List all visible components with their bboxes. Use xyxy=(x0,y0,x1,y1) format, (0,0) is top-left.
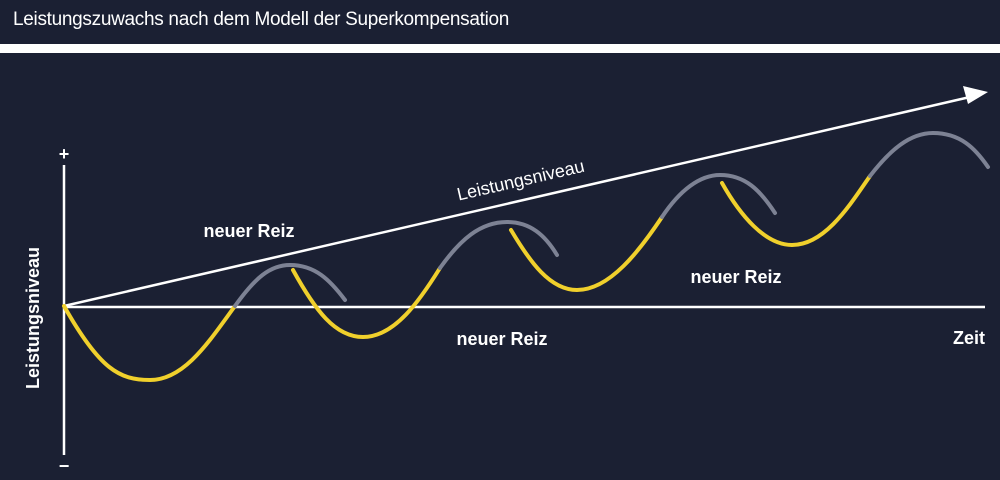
load-curve-3 xyxy=(509,215,664,293)
load-curve-4 xyxy=(720,174,872,248)
load-curve-2 xyxy=(291,266,442,340)
trend-arrow-line xyxy=(63,95,971,308)
y-axis-plus: + xyxy=(59,144,70,164)
stimulus-label-1: neuer Reiz xyxy=(203,221,294,241)
y-axis-minus: − xyxy=(59,456,70,476)
header: Leistungszuwachs nach dem Modell der Sup… xyxy=(0,0,1000,43)
supercompensation-curve-1 xyxy=(233,262,347,308)
y-axis-label: Leistungsniveau xyxy=(23,247,43,389)
supercompensation-curve-4 xyxy=(868,130,990,178)
supercompensation-curve-2 xyxy=(438,219,559,270)
trend-label: Leistungsniveau xyxy=(455,156,586,205)
stimulus-label-2: neuer Reiz xyxy=(456,329,547,349)
trend-arrow-head xyxy=(963,86,988,104)
page-title: Leistungszuwachs nach dem Modell der Sup… xyxy=(13,9,510,30)
load-curve-1 xyxy=(62,304,237,383)
stimulus-label-3: neuer Reiz xyxy=(690,267,781,287)
x-axis-label: Zeit xyxy=(953,328,985,348)
header-divider xyxy=(0,44,1000,53)
supercompensation-curve-3 xyxy=(660,172,777,219)
